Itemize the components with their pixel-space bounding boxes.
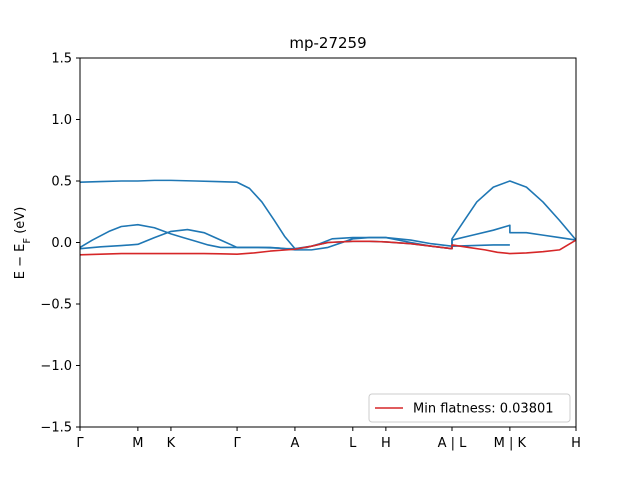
x-tick-label: A xyxy=(290,436,299,451)
plot-content xyxy=(79,179,577,256)
x-tick-label: M xyxy=(132,436,143,451)
legend-box xyxy=(368,393,571,423)
x-tick-label: H xyxy=(571,436,581,451)
x-tick-label: H xyxy=(381,436,391,451)
y-tick-label: 0.0 xyxy=(51,236,72,251)
y-tick-label: −0.5 xyxy=(40,298,72,313)
x-tick-label: A | L xyxy=(438,436,468,451)
chart-title: mp-27259 xyxy=(289,34,366,52)
y-tick-label: 0.5 xyxy=(51,175,72,190)
y-tick-label: 1.0 xyxy=(51,113,72,128)
y-tick-label: 1.5 xyxy=(51,52,72,67)
x-tick-label: K xyxy=(167,436,176,451)
band-line-3 xyxy=(79,224,577,251)
legend: Min flatness: 0.03801 xyxy=(368,393,571,423)
x-tick-label: Γ xyxy=(76,436,84,451)
legend-label: Min flatness: 0.03801 xyxy=(413,402,554,417)
x-tick-label: L xyxy=(349,436,357,451)
flat-band-line xyxy=(79,239,577,256)
x-tick-label: Γ xyxy=(233,436,241,451)
y-tick-label: −1.0 xyxy=(40,359,72,374)
axes-frame xyxy=(79,57,577,428)
ticks-layer: −1.5 −1.0 −0.5 0.0 0.5 1.0 1.5 Γ M K Γ A L H A | L M | … xyxy=(40,52,580,452)
y-tick-label: −1.5 xyxy=(40,421,72,436)
band-line-2 xyxy=(79,223,510,250)
x-tick-label: M | K xyxy=(494,436,527,451)
y-axis-label: E − EF (eV) xyxy=(13,207,33,280)
